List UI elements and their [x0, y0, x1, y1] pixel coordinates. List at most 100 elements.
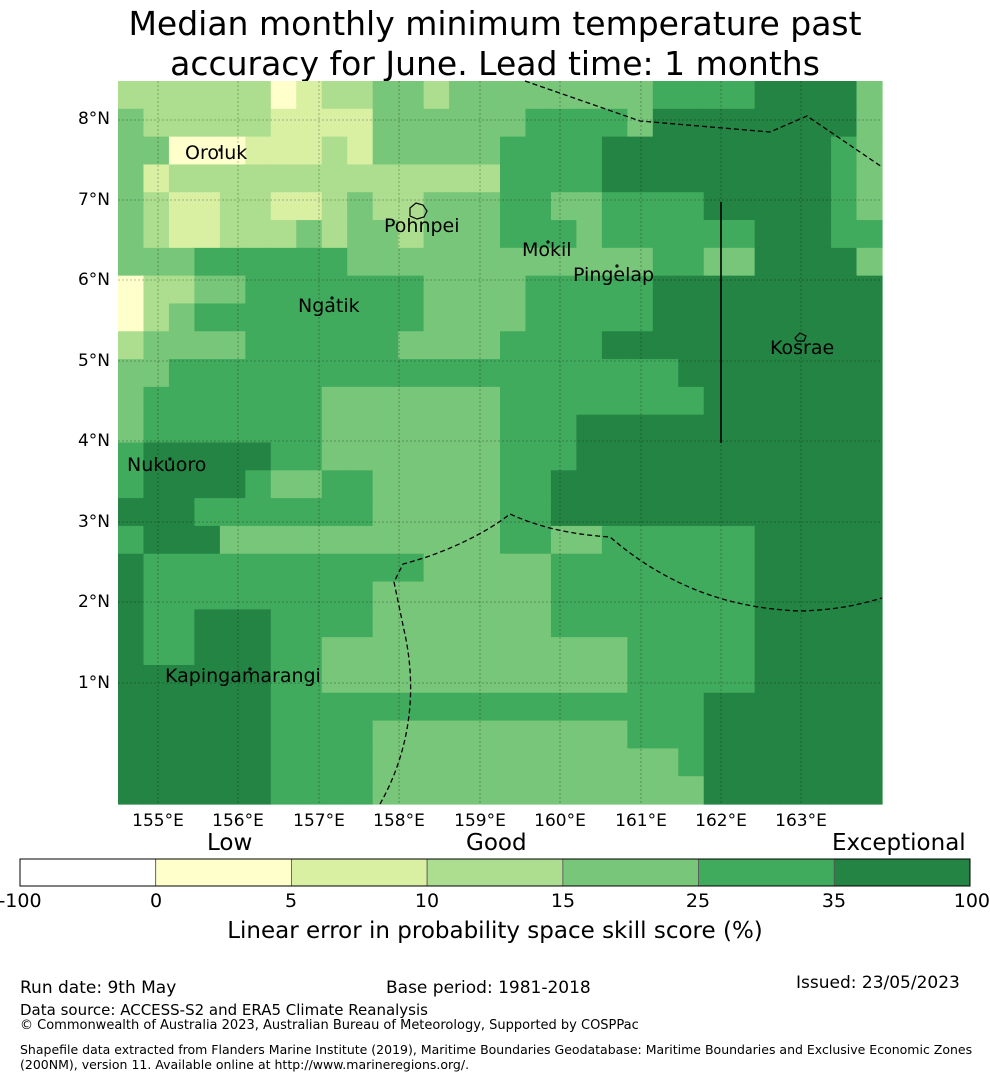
skill-cell	[831, 498, 858, 527]
skill-cell	[372, 81, 399, 110]
lon-label: 158°E	[373, 811, 425, 831]
skill-cell	[118, 581, 145, 610]
colorbar-tick: -100	[0, 890, 42, 912]
skill-cell	[500, 247, 527, 277]
skill-cell	[449, 553, 476, 583]
skill-cell	[601, 664, 628, 694]
skill-cell	[754, 525, 781, 555]
skill-cell	[856, 303, 883, 332]
skill-cell	[601, 553, 628, 583]
skill-cell	[525, 192, 552, 221]
skill-cell	[550, 498, 577, 527]
place-label-kosrae: Kosrae	[770, 337, 835, 359]
skill-cell	[143, 414, 170, 444]
skill-cell	[831, 442, 858, 471]
skill-cell	[245, 720, 272, 749]
skill-cell	[118, 164, 145, 193]
skill-cell	[168, 553, 195, 583]
skill-cell	[627, 275, 654, 305]
skill-cell	[372, 108, 399, 138]
skill-cell	[245, 192, 272, 221]
skill-cell	[449, 498, 476, 527]
skill-cell	[525, 108, 552, 138]
skill-cell	[831, 720, 858, 749]
skill-cell	[423, 664, 450, 694]
skill-cell	[296, 359, 323, 388]
skill-cell	[856, 442, 883, 471]
copyright-notice: © Commonwealth of Australia 2023, Austra…	[20, 1018, 639, 1033]
skill-cell	[576, 525, 603, 555]
skill-cell	[652, 609, 679, 638]
skill-cell	[652, 442, 679, 471]
skill-cell	[449, 275, 476, 305]
skill-cell	[296, 331, 323, 360]
colorbar-swatch	[155, 858, 292, 887]
island-outlines	[168, 148, 807, 671]
skill-cell	[856, 720, 883, 749]
skill-cell	[474, 525, 501, 555]
skill-cell	[652, 192, 679, 221]
skill-cell	[678, 164, 705, 193]
skill-cell	[729, 525, 756, 555]
skill-cell	[296, 498, 323, 527]
skill-cell	[703, 359, 730, 388]
skill-cell	[270, 748, 297, 777]
skill-cell	[270, 386, 297, 416]
skill-cell	[831, 692, 858, 722]
skill-cell	[754, 664, 781, 694]
skill-cell	[296, 275, 323, 305]
skill-cell	[601, 525, 628, 555]
skill-cell	[525, 247, 552, 277]
skill-cell	[805, 498, 832, 527]
lon-label: 161°E	[615, 811, 667, 831]
skill-cell	[398, 748, 425, 777]
skill-cell	[168, 414, 195, 444]
skill-cell	[270, 192, 297, 221]
skill-cell	[780, 553, 807, 583]
skill-cell	[576, 136, 603, 166]
skill-cell	[245, 609, 272, 638]
skill-cell	[550, 720, 577, 749]
skill-cell	[219, 331, 246, 360]
skill-cell	[474, 275, 501, 305]
skill-cell	[525, 525, 552, 555]
skill-cell	[398, 776, 425, 805]
skill-cell	[118, 303, 145, 332]
skill-cell	[729, 108, 756, 138]
skill-cell	[831, 359, 858, 388]
skill-cell	[449, 108, 476, 138]
skill-cell	[423, 748, 450, 777]
place-label-nukuoro: Nukuoro	[127, 454, 207, 476]
skill-cell	[780, 247, 807, 277]
skill-cell	[423, 414, 450, 444]
skill-cell	[678, 470, 705, 499]
title-line-2: accuracy for June. Lead time: 1 months	[170, 44, 820, 83]
skill-cell	[780, 470, 807, 499]
skill-cell	[652, 164, 679, 193]
skill-cell	[500, 414, 527, 444]
skill-cell	[805, 220, 832, 249]
skill-cell	[729, 331, 756, 360]
skill-cell	[143, 108, 170, 138]
skill-cell	[525, 498, 552, 527]
skill-cell	[347, 331, 374, 360]
skill-cell	[143, 553, 170, 583]
skill-cell	[627, 414, 654, 444]
skill-cell	[270, 553, 297, 583]
skill-cell	[118, 637, 145, 666]
skill-cell	[118, 442, 145, 471]
skill-cell	[398, 498, 425, 527]
skill-cell	[194, 247, 221, 277]
skill-cell	[296, 164, 323, 193]
skill-cell	[525, 164, 552, 193]
colorbar-category-exceptional: Exceptional	[832, 830, 966, 856]
skill-cell	[245, 220, 272, 249]
skill-cell	[678, 359, 705, 388]
skill-cell	[729, 81, 756, 110]
skill-cell	[168, 331, 195, 360]
skill-cell	[168, 525, 195, 555]
skill-cell	[601, 386, 628, 416]
skill-cell	[143, 525, 170, 555]
skill-cell	[831, 81, 858, 110]
lat-label: 1°N	[77, 673, 110, 693]
